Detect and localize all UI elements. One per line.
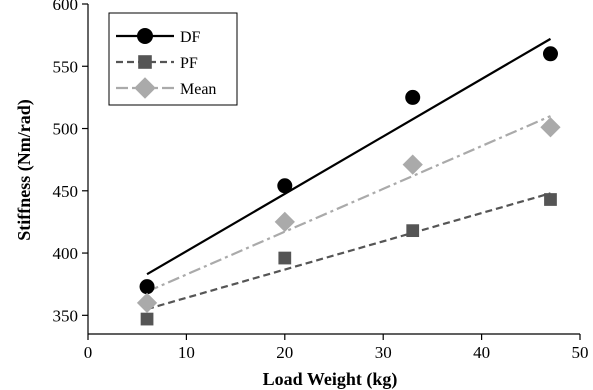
data-points — [136, 46, 561, 326]
x-tick-label: 30 — [375, 343, 392, 362]
data-point-pf — [278, 251, 292, 265]
data-point-pf — [406, 224, 420, 238]
y-tick-label: 350 — [53, 306, 79, 325]
legend-label-mean: Mean — [180, 81, 216, 98]
x-tick-label: 20 — [276, 343, 293, 362]
data-point-mean — [540, 117, 561, 138]
trend-lines — [146, 37, 552, 311]
data-point-mean — [136, 292, 158, 313]
data-point-pf — [544, 193, 557, 206]
x-tick-label: 10 — [178, 343, 195, 362]
y-tick-label: 450 — [53, 182, 79, 201]
ticks: 0 10 20 30 40 50 350 400 450 500 550 600 — [53, 0, 589, 362]
trend-line-mean — [146, 115, 551, 293]
legend-box — [108, 12, 238, 106]
x-axis-title: Load Weight (kg) — [263, 369, 398, 390]
legend: DF PF Mean — [108, 12, 238, 106]
y-axis-title: Stiffness (Nm/rad) — [14, 99, 35, 241]
data-point-df — [139, 279, 155, 295]
x-tick-label: 50 — [572, 343, 589, 362]
data-point-df — [405, 89, 421, 105]
legend-marker-pf — [138, 55, 152, 69]
y-tick-label: 500 — [53, 120, 79, 139]
trend-line-pf — [146, 192, 551, 311]
x-tick-label: 40 — [473, 343, 490, 362]
legend-marker-df — [137, 28, 153, 44]
y-tick-label: 600 — [53, 0, 79, 14]
x-tick-label: 0 — [84, 343, 93, 362]
legend-label-pf: PF — [180, 55, 198, 72]
axes — [87, 4, 580, 335]
legend-label-df: DF — [180, 29, 201, 46]
data-point-mean — [402, 154, 423, 175]
y-tick-label: 550 — [53, 57, 79, 76]
data-point-mean — [274, 211, 295, 233]
data-point-df — [277, 178, 293, 194]
data-point-df — [542, 46, 558, 62]
legend-marker-mean — [134, 77, 156, 99]
trend-line-df — [146, 37, 552, 276]
y-tick-label: 400 — [53, 244, 79, 263]
data-point-pf — [140, 312, 154, 326]
